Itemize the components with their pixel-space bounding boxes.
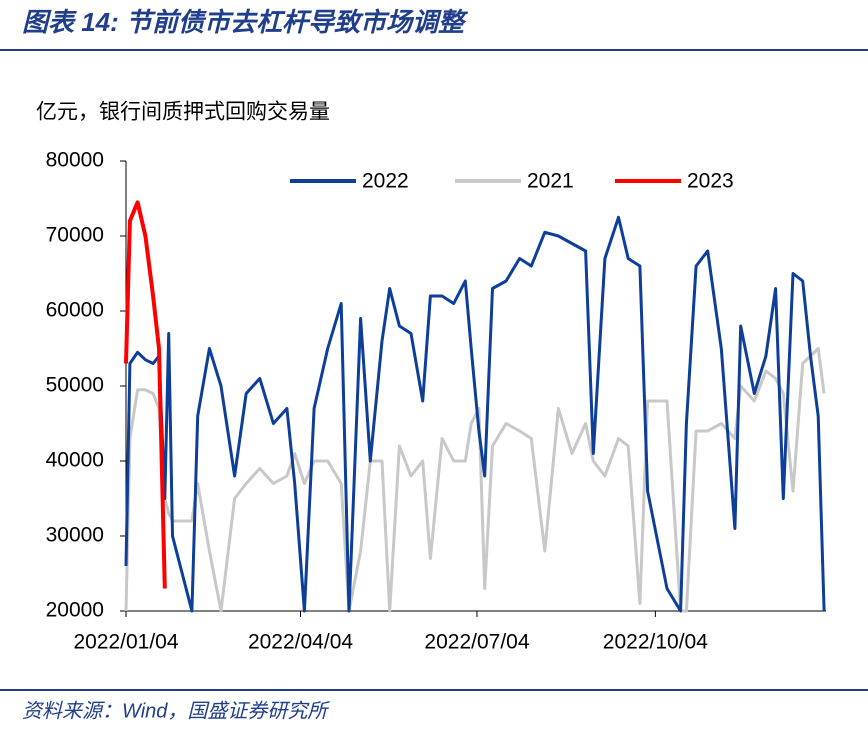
- y-axis-label: 亿元，银行间质押式回购交易量: [36, 101, 330, 124]
- y-tick-label: 70000: [46, 224, 104, 247]
- x-tick-label: 2022/04/04: [248, 631, 353, 654]
- y-tick-label: 60000: [46, 299, 104, 322]
- line-series: [124, 200, 167, 589]
- line-series: [124, 215, 826, 613]
- line-series: [124, 347, 826, 613]
- legend-label: 2022: [362, 170, 409, 193]
- y-tick-label: 80000: [46, 149, 104, 172]
- legend-label: 2021: [527, 170, 574, 193]
- legend-label: 2023: [687, 170, 734, 193]
- y-tick-label: 50000: [46, 374, 104, 397]
- y-tick-label: 20000: [46, 599, 104, 622]
- source-note: 资料来源：Wind，国盛证券研究所: [22, 700, 330, 722]
- x-tick-label: 2022/10/04: [603, 631, 708, 654]
- y-tick-label: 40000: [46, 449, 104, 472]
- x-tick-label: 2022/01/04: [73, 631, 178, 654]
- x-tick-label: 2022/07/04: [424, 631, 529, 654]
- y-tick-label: 30000: [46, 524, 104, 547]
- chart-title: 图表 14: 节前债市去杠杆导致市场调整: [22, 7, 469, 37]
